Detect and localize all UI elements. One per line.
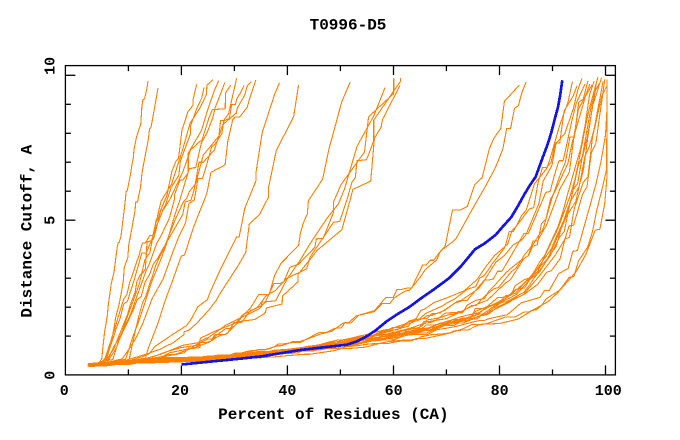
svg-text:T0996-D5: T0996-D5 bbox=[310, 17, 387, 35]
svg-text:20: 20 bbox=[171, 383, 189, 400]
svg-text:60: 60 bbox=[385, 383, 403, 400]
svg-text:Percent of Residues (CA): Percent of Residues (CA) bbox=[218, 406, 448, 424]
svg-text:10: 10 bbox=[43, 57, 60, 75]
svg-text:40: 40 bbox=[278, 383, 296, 400]
svg-text:0: 0 bbox=[43, 371, 60, 380]
svg-text:100: 100 bbox=[595, 383, 622, 400]
svg-text:80: 80 bbox=[491, 383, 509, 400]
svg-text:5: 5 bbox=[43, 216, 60, 225]
svg-text:0: 0 bbox=[60, 383, 69, 400]
svg-text:Distance Cutoff, A: Distance Cutoff, A bbox=[19, 144, 37, 317]
